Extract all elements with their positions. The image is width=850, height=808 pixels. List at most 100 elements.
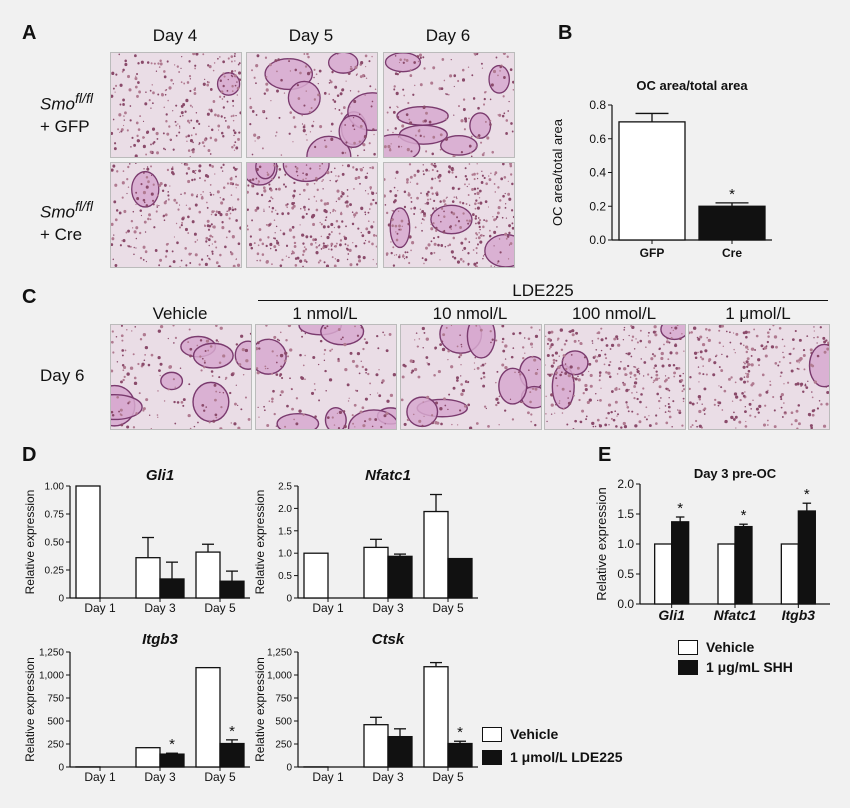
stain-dot [458, 105, 460, 108]
stain-dot [630, 355, 633, 358]
stain-dot [652, 381, 655, 384]
stain-dot [304, 378, 306, 381]
stain-dot [133, 376, 137, 380]
stain-dot [482, 103, 486, 106]
stain-dot [627, 364, 630, 368]
stain-dot [375, 245, 377, 248]
stain-dot [142, 407, 146, 411]
stain-dot [340, 112, 343, 115]
stain-dot [653, 325, 657, 329]
stain-dot [283, 359, 287, 363]
x-category-label: Day 1 [84, 601, 116, 615]
stain-dot [407, 220, 410, 222]
stain-dot [261, 147, 264, 150]
stain-dot [281, 376, 284, 380]
stain-dot [326, 201, 330, 206]
stain-dot [439, 148, 442, 151]
stain-dot [466, 185, 468, 188]
stain-dot [436, 170, 439, 173]
stain-dot [333, 264, 337, 267]
stain-dot [129, 105, 132, 107]
stain-dot [172, 325, 175, 327]
stain-dot [268, 183, 271, 186]
stain-dot [497, 74, 499, 77]
stain-dot [111, 131, 114, 135]
stain-dot [546, 420, 548, 423]
stain-dot [450, 365, 454, 369]
stain-dot [779, 395, 783, 399]
stain-dot [434, 177, 437, 180]
stain-dot [201, 403, 205, 407]
stain-dot [445, 117, 448, 121]
stain-dot [578, 340, 580, 342]
stain-dot [118, 410, 121, 413]
stain-dot [257, 182, 259, 185]
stain-dot [478, 219, 482, 222]
stain-dot [703, 387, 707, 391]
stain-dot [767, 389, 769, 392]
stain-dot [468, 163, 471, 165]
stain-dot [266, 423, 270, 427]
stain-dot [318, 399, 321, 402]
stain-dot [783, 402, 785, 404]
stain-dot [324, 326, 327, 330]
stain-dot [360, 326, 363, 329]
stain-dot [354, 65, 358, 70]
stain-dot [742, 365, 746, 369]
stain-dot [820, 403, 823, 406]
stain-dot [337, 197, 341, 201]
stain-dot [387, 144, 391, 149]
stain-dot [650, 376, 653, 379]
stain-dot [763, 346, 768, 350]
stain-dot [139, 115, 142, 118]
y-axis-label: Relative expression [253, 490, 267, 595]
stain-dot [767, 335, 770, 338]
stain-dot [780, 392, 784, 397]
stain-dot [473, 178, 476, 181]
stain-dot [368, 142, 371, 145]
stain-dot [137, 128, 141, 131]
stain-dot [562, 354, 566, 358]
micrograph-10nm [400, 324, 542, 430]
stain-dot [607, 371, 611, 375]
stain-dot [401, 124, 405, 128]
stain-dot [269, 247, 272, 250]
stain-dot [353, 213, 357, 217]
stain-dot [212, 225, 216, 229]
stain-dot [732, 418, 736, 421]
stain-dot [199, 355, 202, 358]
stain-dot [394, 224, 398, 228]
stain-dot [252, 185, 255, 188]
stain-dot [279, 331, 282, 334]
osteoclast-cell [287, 80, 321, 115]
stain-dot [780, 406, 783, 409]
stain-dot [371, 166, 375, 170]
stain-dot [337, 175, 340, 178]
stain-dot [472, 249, 475, 251]
stain-dot [349, 263, 353, 267]
stain-dot [448, 393, 451, 396]
stain-dot [643, 361, 647, 364]
stain-dot [489, 330, 492, 333]
micrograph-vehicle [110, 324, 252, 430]
stain-dot [291, 250, 294, 254]
y-axis-label: OC area/total area [550, 118, 565, 226]
stain-dot [258, 165, 262, 169]
stain-dot [620, 426, 623, 429]
stain-dot [276, 241, 280, 245]
stain-dot [429, 198, 432, 201]
stain-dot [152, 203, 155, 206]
stain-dot [403, 58, 406, 61]
stain-dot [634, 424, 638, 428]
stain-dot [422, 164, 424, 166]
stain-dot [477, 221, 481, 225]
significance-marker: * [804, 486, 810, 503]
stain-dot [597, 354, 602, 358]
stain-dot [681, 424, 684, 427]
stain-dot [422, 173, 425, 176]
stain-dot [496, 401, 500, 405]
stain-dot [718, 341, 721, 344]
stain-dot [312, 355, 316, 359]
stain-dot [431, 421, 434, 425]
stain-dot [734, 381, 737, 384]
